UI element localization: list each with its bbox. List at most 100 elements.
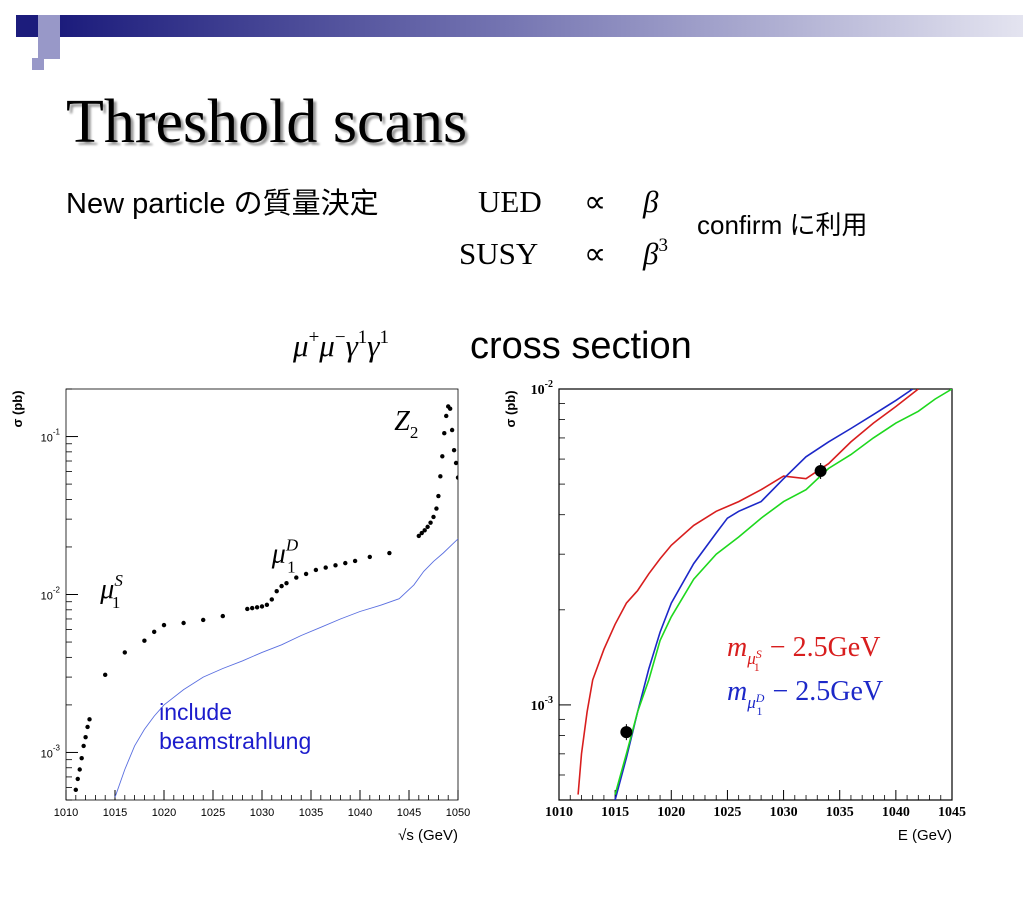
- x-tick-label: 1030: [250, 807, 274, 819]
- x-tick-label: 1010: [545, 805, 573, 820]
- data-point: [264, 602, 270, 608]
- x-tick-label: 1025: [713, 805, 741, 820]
- data-point: [81, 743, 86, 749]
- chart-2: 1010 1015 1020 1025 1030 1035 1040 1045 10-3 10-2…: [503, 379, 966, 844]
- deco-square-small: [32, 58, 44, 70]
- data-point: [152, 629, 157, 635]
- data-point: [444, 413, 449, 419]
- legend-entry: mμD 1− 2.5GeV: [727, 676, 883, 718]
- susy-power: β3: [643, 235, 668, 271]
- y-tick-label: 10-2: [531, 379, 553, 398]
- data-point: [142, 638, 147, 643]
- data-point: [453, 460, 458, 466]
- data-point: [387, 550, 392, 556]
- data-point: [451, 447, 457, 453]
- data-point: [83, 734, 88, 740]
- x-tick-label: 1015: [103, 807, 127, 819]
- new-particle-label: New particle の質量決定: [66, 188, 379, 220]
- data-point: [455, 475, 458, 480]
- data-point: [343, 560, 348, 566]
- data-point: [73, 787, 79, 793]
- x-tick-label: 1045: [397, 807, 421, 819]
- data-point: [274, 588, 279, 594]
- data-point: [436, 493, 441, 499]
- y-axis-label: σ (pb): [10, 390, 25, 427]
- data-point: [425, 524, 430, 530]
- data-point: [79, 755, 84, 761]
- deco-square-navy: [16, 15, 38, 37]
- x-tick-label: 1015: [601, 805, 629, 820]
- x-tick-label: 1045: [938, 805, 966, 820]
- cross-section-label: cross section: [470, 325, 692, 367]
- annotation-label: Z2: [394, 406, 418, 442]
- data-point: [422, 528, 427, 533]
- data-point: [254, 605, 260, 610]
- plot-frame: [558, 388, 953, 801]
- data-point: [447, 406, 453, 411]
- data-point: [201, 617, 206, 623]
- data-point: [419, 530, 424, 536]
- data-point: [284, 580, 289, 586]
- x-axis-label: E (GeV): [898, 827, 952, 844]
- data-point: [85, 724, 90, 730]
- x-tick-label: 1020: [152, 807, 176, 819]
- x-tick-label: 1040: [882, 805, 910, 820]
- confirm-text: confirm に利用: [697, 210, 868, 240]
- x-tick-label: 1050: [446, 807, 470, 819]
- data-point: [87, 717, 92, 722]
- cross-section-formula: μ+μ−γ1γ1: [293, 327, 389, 363]
- data-marker: [620, 726, 633, 739]
- y-tick-label: 10-2: [41, 586, 61, 603]
- data-point: [428, 520, 433, 525]
- deco-square-lilac: [38, 37, 60, 59]
- annotation-text: beamstrahlung: [159, 728, 311, 754]
- proportional-symbol: ∝: [584, 236, 607, 271]
- data-point: [333, 563, 338, 568]
- proportional-symbol: ∝: [584, 184, 607, 219]
- x-axis-label: √s (GeV): [398, 827, 458, 844]
- annotation-label: μS 1: [99, 571, 123, 612]
- y-tick-label: 10-3: [41, 743, 61, 760]
- data-point: [103, 672, 108, 678]
- series-line: [614, 389, 914, 800]
- data-point: [161, 622, 167, 628]
- chart-1: 1010 1015 1020 1025 1030 1035 1040 1045 1050 10-3…: [10, 388, 470, 844]
- x-tick-label: 1035: [299, 807, 323, 819]
- data-point: [77, 767, 82, 772]
- data-point: [416, 533, 421, 539]
- x-tick-label: 1030: [770, 805, 798, 820]
- y-tick-label: 10-3: [531, 695, 553, 714]
- data-point: [434, 506, 439, 511]
- susy-label: SUSY: [459, 236, 539, 271]
- data-point: [449, 427, 455, 433]
- ued-power: β: [643, 184, 659, 219]
- annotation-label: μD 1: [271, 535, 299, 576]
- data-point: [220, 613, 225, 619]
- x-tick-label: 1025: [201, 807, 225, 819]
- data-point: [181, 620, 186, 626]
- deco-square-lilac: [38, 15, 60, 37]
- data-point: [431, 514, 436, 520]
- data-point: [122, 650, 128, 655]
- data-point: [294, 575, 299, 580]
- x-tick-label: 1020: [657, 805, 685, 820]
- y-axis-label: σ (pb): [503, 390, 518, 427]
- data-point: [303, 571, 309, 577]
- data-point: [250, 605, 255, 611]
- x-tick-label: 1035: [826, 805, 854, 820]
- ued-label: UED: [478, 184, 542, 219]
- plot-data: [73, 404, 458, 798]
- data-point: [352, 558, 358, 564]
- data-point: [442, 431, 447, 436]
- plot-data: [577, 389, 952, 800]
- x-tick-label: 1040: [348, 807, 372, 819]
- annotation-text: include: [159, 699, 232, 725]
- data-point: [367, 554, 372, 560]
- data-point: [313, 567, 319, 573]
- x-tick-label: 1010: [54, 807, 78, 819]
- title-bar-gradient: [60, 15, 1023, 37]
- data-point: [323, 565, 328, 570]
- series-line: [577, 389, 919, 795]
- data-point: [279, 583, 284, 589]
- data-point: [245, 606, 250, 612]
